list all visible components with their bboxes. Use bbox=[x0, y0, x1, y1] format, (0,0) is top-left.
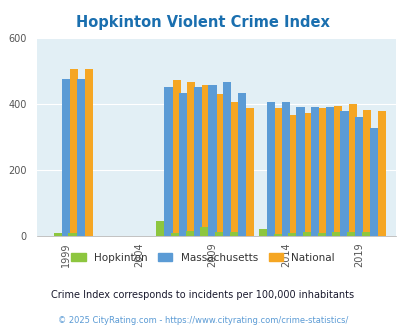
Bar bbox=[296, 107, 304, 236]
Bar bbox=[70, 69, 78, 236]
Bar bbox=[53, 233, 62, 236]
Bar bbox=[179, 93, 187, 236]
Legend: Hopkinton, Massachusetts, National: Hopkinton, Massachusetts, National bbox=[67, 249, 338, 267]
Bar bbox=[185, 231, 193, 236]
Bar bbox=[317, 233, 325, 236]
Bar bbox=[215, 232, 223, 236]
Bar bbox=[310, 107, 318, 236]
Bar bbox=[318, 108, 326, 236]
Bar bbox=[172, 80, 180, 236]
Bar bbox=[346, 232, 354, 236]
Bar bbox=[231, 102, 239, 236]
Bar bbox=[258, 229, 266, 236]
Bar bbox=[237, 93, 245, 236]
Bar bbox=[273, 234, 281, 236]
Bar bbox=[68, 233, 76, 236]
Bar bbox=[333, 106, 341, 236]
Bar bbox=[223, 82, 231, 236]
Bar bbox=[377, 111, 385, 236]
Bar bbox=[361, 232, 369, 236]
Bar bbox=[362, 110, 370, 236]
Bar bbox=[340, 111, 348, 236]
Bar bbox=[281, 102, 289, 236]
Bar bbox=[325, 107, 333, 236]
Bar bbox=[348, 104, 356, 236]
Text: Crime Index corresponds to incidents per 100,000 inhabitants: Crime Index corresponds to incidents per… bbox=[51, 290, 354, 300]
Bar bbox=[266, 102, 275, 236]
Bar bbox=[229, 232, 237, 236]
Bar bbox=[171, 233, 179, 236]
Bar bbox=[193, 87, 201, 236]
Bar bbox=[369, 128, 377, 236]
Bar bbox=[164, 87, 172, 236]
Bar bbox=[76, 79, 84, 236]
Bar bbox=[245, 108, 254, 236]
Bar bbox=[289, 115, 297, 236]
Bar bbox=[200, 227, 208, 236]
Bar bbox=[187, 82, 195, 236]
Text: Hopkinton Violent Crime Index: Hopkinton Violent Crime Index bbox=[76, 15, 329, 30]
Bar bbox=[354, 117, 362, 236]
Bar bbox=[201, 85, 209, 236]
Bar bbox=[216, 94, 224, 236]
Text: © 2025 CityRating.com - https://www.cityrating.com/crime-statistics/: © 2025 CityRating.com - https://www.city… bbox=[58, 315, 347, 325]
Bar bbox=[275, 108, 283, 236]
Bar bbox=[304, 113, 312, 236]
Bar bbox=[303, 232, 310, 236]
Bar bbox=[156, 221, 164, 236]
Bar bbox=[288, 233, 296, 236]
Bar bbox=[84, 69, 92, 236]
Bar bbox=[208, 85, 216, 236]
Bar bbox=[332, 232, 340, 236]
Bar bbox=[62, 79, 70, 236]
